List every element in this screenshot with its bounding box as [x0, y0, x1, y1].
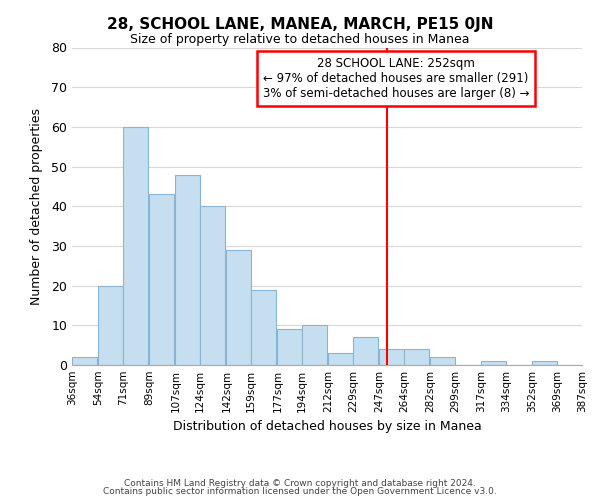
- Bar: [277, 330, 302, 365]
- Bar: [379, 349, 404, 365]
- Text: 28 SCHOOL LANE: 252sqm
← 97% of detached houses are smaller (291)
3% of semi-det: 28 SCHOOL LANE: 252sqm ← 97% of detached…: [263, 57, 529, 100]
- Text: Contains HM Land Registry data © Crown copyright and database right 2024.: Contains HM Land Registry data © Crown c…: [124, 478, 476, 488]
- Text: 28, SCHOOL LANE, MANEA, MARCH, PE15 0JN: 28, SCHOOL LANE, MANEA, MARCH, PE15 0JN: [107, 18, 493, 32]
- Bar: [149, 194, 174, 365]
- Bar: [353, 337, 378, 365]
- Text: Size of property relative to detached houses in Manea: Size of property relative to detached ho…: [130, 32, 470, 46]
- Bar: [98, 286, 123, 365]
- Bar: [175, 174, 200, 365]
- Y-axis label: Number of detached properties: Number of detached properties: [30, 108, 43, 304]
- Bar: [481, 361, 506, 365]
- X-axis label: Distribution of detached houses by size in Manea: Distribution of detached houses by size …: [173, 420, 481, 434]
- Bar: [200, 206, 225, 365]
- Bar: [302, 326, 327, 365]
- Bar: [226, 250, 251, 365]
- Bar: [123, 127, 148, 365]
- Bar: [72, 357, 97, 365]
- Bar: [328, 353, 353, 365]
- Bar: [532, 361, 557, 365]
- Text: Contains public sector information licensed under the Open Government Licence v3: Contains public sector information licen…: [103, 487, 497, 496]
- Bar: [430, 357, 455, 365]
- Bar: [251, 290, 276, 365]
- Bar: [404, 349, 429, 365]
